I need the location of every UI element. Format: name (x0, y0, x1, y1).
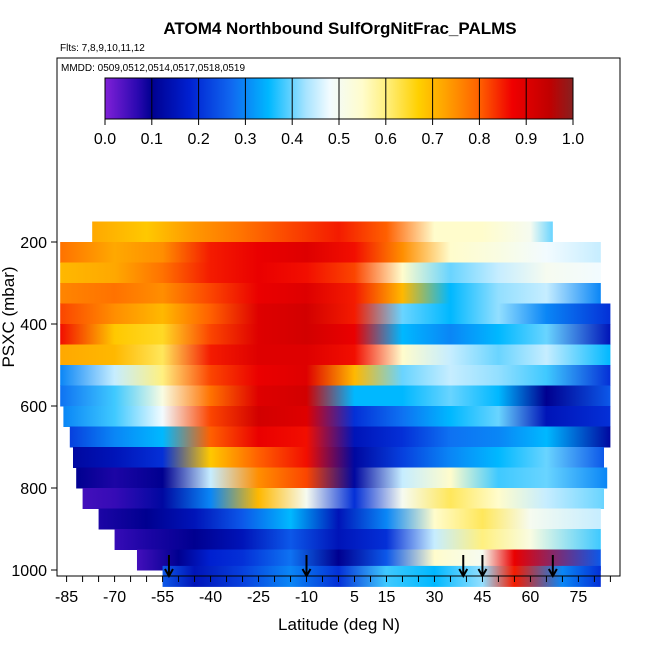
colorbar-tick-label: 1.0 (562, 131, 584, 148)
x-tick-label: 30 (426, 589, 444, 606)
y-axis-label: PSXC (mbar) (0, 266, 18, 367)
x-axis-label: Latitude (deg N) (278, 615, 400, 634)
heat-row (60, 242, 601, 263)
heat-row (98, 508, 601, 530)
arrow-head (164, 568, 174, 579)
heat-row (136, 549, 601, 571)
x-tick-label: -55 (151, 589, 174, 606)
colorbar-tick-label: 0.3 (234, 131, 256, 148)
colorbar-tick-label: 0.2 (187, 131, 209, 148)
arrow-head (301, 568, 312, 579)
x-tick-label: 60 (522, 589, 540, 606)
colorbar-tick-label: 0.4 (281, 131, 303, 148)
x-tick-label: 45 (474, 589, 492, 606)
arrow-head (477, 568, 488, 579)
x-axis: -85 -70 -55 -40 -25 -10 5 15 30 45 60 75 (55, 575, 611, 606)
heat-row (63, 406, 611, 427)
colorbar-tick-label: 0.8 (468, 131, 490, 148)
y-axis: 200 400 600 800 1000 (11, 235, 58, 580)
heat-row (60, 365, 611, 386)
heat-row (60, 344, 611, 366)
chart-title: ATOM4 Northbound SulfOrgNitFrac_PALMS (163, 19, 516, 38)
y-tick-label: 200 (20, 235, 47, 252)
plot-area (60, 221, 611, 587)
x-tick-label: 75 (570, 589, 588, 606)
y-tick-label: 400 (20, 317, 47, 334)
heat-row (76, 467, 608, 489)
x-tick-label: -70 (103, 589, 126, 606)
heat-row (60, 385, 611, 407)
colorbar-tick-label: 0.0 (94, 131, 116, 148)
heat-row (114, 529, 601, 550)
colorbar-tick-label: 0.7 (421, 131, 443, 148)
y-tick-label: 1000 (11, 563, 47, 580)
y-tick-label: 800 (20, 481, 47, 498)
y-tick-label: 600 (20, 399, 47, 416)
x-tick-label: -25 (247, 589, 270, 606)
heat-row (72, 447, 605, 468)
colorbar-tick-label: 0.1 (141, 131, 163, 148)
heat-row (60, 262, 601, 284)
colorbar: 0.0 0.1 0.2 0.3 0.4 0.5 0.6 0.7 0.8 0.9 1.0 (94, 77, 584, 148)
arrow-head (458, 568, 469, 579)
colorbar-tick-label: 0.5 (328, 131, 350, 148)
heat-row (60, 303, 611, 325)
colorbar-tick-label: 0.9 (515, 131, 537, 148)
colorbar-tick-label: 0.6 (375, 131, 397, 148)
dates-note: MMDD: 0509,0512,0514,0517,0518,0519 (61, 63, 245, 74)
arrow-markers (164, 555, 558, 579)
flights-note: Flts: 7,8,9,10,11,12 (60, 43, 145, 54)
arrow-head (547, 568, 558, 579)
heat-row (82, 488, 605, 509)
heat-row (60, 283, 601, 304)
x-tick-label: -40 (199, 589, 222, 606)
x-tick-label: 5 (350, 589, 359, 606)
heat-row (92, 221, 553, 243)
x-tick-label: -85 (55, 589, 78, 606)
x-tick-label: 15 (378, 589, 396, 606)
heat-row (69, 426, 611, 448)
x-tick-label: -10 (295, 589, 318, 606)
heat-row (60, 324, 611, 345)
